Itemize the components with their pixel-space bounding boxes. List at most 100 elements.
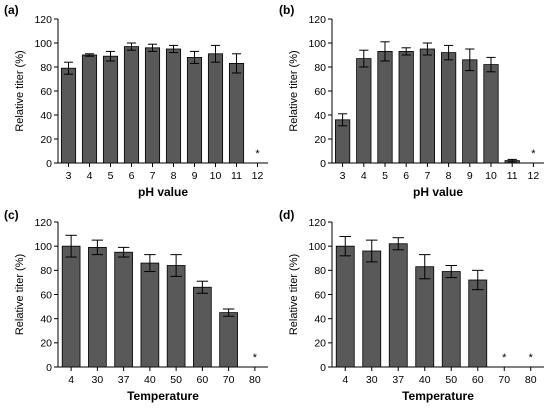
bar <box>60 67 77 164</box>
bar <box>102 55 119 164</box>
significance-asterisk: * <box>531 148 536 160</box>
x-tick-label: 70 <box>223 374 235 386</box>
x-tick-label: 7 <box>150 170 156 182</box>
x-axis-title: Temperature <box>127 389 199 403</box>
x-tick-label: 12 <box>528 170 540 182</box>
y-tick-label: 20 <box>314 134 326 146</box>
x-tick-label: 9 <box>467 170 473 182</box>
x-tick-label: 3 <box>340 170 346 182</box>
x-axis-title: Temperature <box>402 389 474 403</box>
bar <box>166 265 186 368</box>
x-tick-label: 10 <box>210 170 222 182</box>
x-tick-label: 11 <box>507 170 518 182</box>
x-tick-label: 70 <box>498 374 510 386</box>
bar <box>462 59 478 164</box>
chart-svg-d: (d) 0 20 40 60 80 100 120 Relative titer (%) 4 30 3… <box>279 208 544 403</box>
bar <box>483 64 499 164</box>
bar <box>219 312 238 368</box>
chart-panel-a: (a) 0 20 40 60 80 100 120 Relative titer (%) 3 4 5 6… <box>0 0 275 210</box>
x-tick-label: 30 <box>366 374 378 386</box>
y-axis-title: Relative titer (%) <box>288 50 300 131</box>
bar <box>81 54 98 164</box>
bar <box>114 251 133 368</box>
y-tick-label: 80 <box>314 62 326 74</box>
bar <box>186 57 203 164</box>
x-tick-label: 30 <box>92 374 104 386</box>
x-tick-label: 5 <box>382 170 388 182</box>
significance-asterisk: * <box>502 352 507 364</box>
bar <box>193 286 212 368</box>
chart-svg-c: (c) 0 20 40 60 80 100 120 Relative titer (%) 4 30 3… <box>4 208 268 403</box>
x-tick-label: 4 <box>361 170 367 182</box>
bar <box>207 53 224 164</box>
y-tick-label: 0 <box>320 158 326 170</box>
y-tick-label: 40 <box>314 110 326 122</box>
bar <box>415 266 435 368</box>
bar <box>123 46 140 164</box>
x-tick-label: 4 <box>342 374 348 386</box>
x-axis-title: pH value <box>138 185 188 199</box>
x-tick-label: 6 <box>129 170 135 182</box>
bar <box>335 245 355 368</box>
x-tick-label: 10 <box>485 170 497 182</box>
x-tick-label: 6 <box>403 170 409 182</box>
x-tick-label: 9 <box>192 170 198 182</box>
y-tick-label: 120 <box>308 217 326 229</box>
x-tick-label: 50 <box>445 374 457 386</box>
y-axis-title: Relative titer (%) <box>14 254 26 335</box>
significance-asterisk: * <box>529 352 534 364</box>
bar <box>440 52 457 164</box>
x-tick-label: 12 <box>252 170 264 182</box>
y-tick-label: 40 <box>40 313 52 325</box>
x-tick-label: 60 <box>197 374 209 386</box>
x-tick-label: 4 <box>87 170 93 182</box>
y-tick-label: 60 <box>314 289 326 301</box>
bar <box>441 271 461 368</box>
y-tick-label: 0 <box>46 158 52 170</box>
bar <box>88 246 107 368</box>
y-tick-label: 20 <box>40 338 52 350</box>
panel-label: (a) <box>4 3 19 17</box>
y-tick-label: 120 <box>308 14 326 26</box>
y-tick-label: 100 <box>308 241 326 253</box>
chart-panel-d: (d) 0 20 40 60 80 100 120 Relative titer (%) 4 30 3… <box>275 205 550 414</box>
y-tick-label: 120 <box>34 14 52 26</box>
x-tick-label: 80 <box>525 374 537 386</box>
x-tick-label: 37 <box>392 374 404 386</box>
bar <box>61 245 81 368</box>
panel-label: (d) <box>279 208 294 222</box>
x-tick-label: 8 <box>171 170 177 182</box>
y-tick-label: 100 <box>34 38 52 50</box>
bar <box>140 262 160 368</box>
x-tick-label: 7 <box>424 170 430 182</box>
bar <box>144 47 161 164</box>
x-tick-label: 37 <box>118 374 130 386</box>
chart-panel-c: (c) 0 20 40 60 80 100 120 Relative titer (%) 4 30 3… <box>0 205 275 414</box>
x-tick-label: 60 <box>472 374 484 386</box>
y-axis-title: Relative titer (%) <box>14 50 26 131</box>
x-tick-label: 40 <box>419 374 431 386</box>
bar <box>356 58 372 164</box>
y-tick-label: 120 <box>34 217 52 229</box>
y-tick-label: 60 <box>40 289 52 301</box>
bar <box>388 243 408 368</box>
bar <box>165 48 182 164</box>
significance-asterisk: * <box>255 148 260 160</box>
x-tick-label: 40 <box>144 374 156 386</box>
x-tick-label: 50 <box>170 374 182 386</box>
x-tick-label: 3 <box>66 170 72 182</box>
y-tick-label: 20 <box>314 338 326 350</box>
x-axis-title: pH value <box>413 185 463 199</box>
y-tick-label: 60 <box>40 86 52 98</box>
y-tick-label: 80 <box>40 265 52 277</box>
y-tick-label: 0 <box>320 362 326 374</box>
bar <box>468 279 488 368</box>
bar <box>228 63 245 164</box>
bar <box>419 48 436 164</box>
x-tick-label: 80 <box>249 374 261 386</box>
y-tick-label: 80 <box>40 62 52 74</box>
chart-svg-a: (a) 0 20 40 60 80 100 120 Relative titer (%) 3 4 5 6… <box>4 3 268 199</box>
y-tick-label: 40 <box>40 110 52 122</box>
y-tick-label: 100 <box>34 241 52 253</box>
chart-panel-b: (b) 0 20 40 60 80 100 120 Relative titer (%) 3 4 5 6… <box>275 0 550 210</box>
